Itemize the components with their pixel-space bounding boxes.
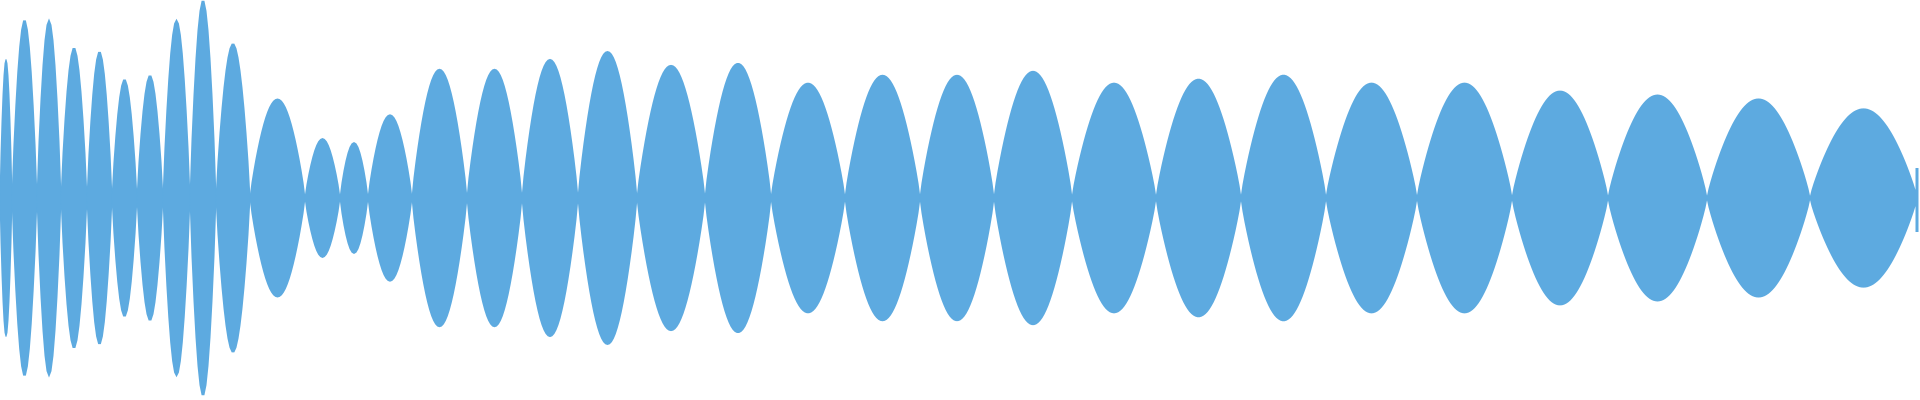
waveform-lobe bbox=[162, 18, 191, 378]
waveform-lobe bbox=[304, 138, 341, 258]
waveform-lobe bbox=[521, 58, 579, 338]
waveform-lobe bbox=[60, 47, 88, 349]
waveform-lobe bbox=[844, 74, 921, 322]
waveform-lobe bbox=[36, 18, 62, 378]
waveform-lobe bbox=[189, 0, 217, 396]
waveform-lobe bbox=[1607, 94, 1708, 302]
waveform-lobe bbox=[466, 68, 523, 328]
waveform-lobe bbox=[136, 75, 164, 321]
waveform-lobe bbox=[111, 79, 138, 317]
waveform-lobe bbox=[636, 64, 706, 332]
waveform-lobe bbox=[1706, 98, 1811, 298]
waveform-lobe bbox=[249, 98, 306, 298]
waveform-lobe bbox=[1809, 108, 1918, 288]
waveform-lobe bbox=[577, 50, 638, 346]
waveform-lobe bbox=[411, 68, 468, 328]
waveform-lobe bbox=[1155, 78, 1242, 318]
waveform-lobe bbox=[1071, 82, 1157, 314]
waveform-lobe bbox=[704, 62, 772, 334]
waveform-lobe bbox=[993, 70, 1073, 326]
waveform-lobe bbox=[1240, 74, 1327, 322]
waveform-lobe bbox=[86, 51, 113, 345]
waveform-lobe bbox=[770, 82, 846, 314]
waveform-lobe bbox=[367, 114, 413, 282]
waveform-lobe bbox=[339, 141, 369, 255]
waveform-lobe bbox=[1416, 82, 1513, 314]
waveform-lobe bbox=[919, 74, 995, 322]
waveform-lobe bbox=[11, 20, 38, 376]
waveform-lobe bbox=[1325, 82, 1418, 314]
waveform-lobe bbox=[215, 43, 251, 353]
waveform-lobe bbox=[1511, 90, 1609, 306]
waveform-lobe bbox=[0, 59, 13, 337]
